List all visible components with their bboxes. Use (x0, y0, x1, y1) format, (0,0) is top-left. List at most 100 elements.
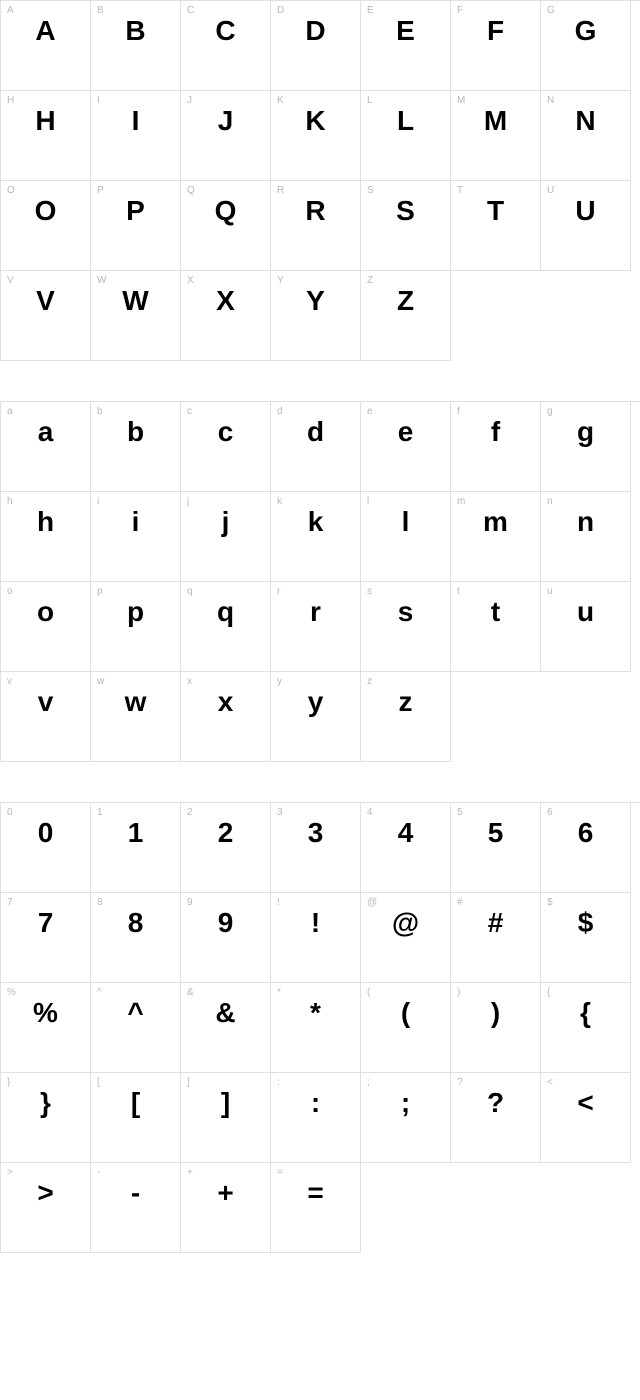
glyph-cell[interactable]: ## (451, 893, 541, 983)
glyph-cell[interactable]: FF (451, 1, 541, 91)
glyph-cell[interactable]: LL (361, 91, 451, 181)
glyph-cell[interactable]: xx (181, 672, 271, 762)
glyph-cell[interactable]: )) (451, 983, 541, 1073)
glyph-cell[interactable]: ww (91, 672, 181, 762)
glyph-cell[interactable]: nn (541, 492, 631, 582)
glyph-cell[interactable]: NN (541, 91, 631, 181)
glyph-cell[interactable]: bb (91, 402, 181, 492)
glyph-cell[interactable]: rr (271, 582, 361, 672)
glyph-cell[interactable]: && (181, 983, 271, 1073)
glyph-cell[interactable]: II (91, 91, 181, 181)
glyph-cell[interactable]: 77 (1, 893, 91, 983)
glyph-cell[interactable]: ?? (451, 1073, 541, 1163)
glyph-cell[interactable]: (( (361, 983, 451, 1073)
glyph-cell[interactable]: ee (361, 402, 451, 492)
glyph-cell[interactable]: AA (1, 1, 91, 91)
glyph-cell[interactable]: ^^ (91, 983, 181, 1073)
glyph-display: : (271, 1081, 360, 1125)
glyph-cell[interactable]: ii (91, 492, 181, 582)
glyph-cell[interactable]: 00 (1, 803, 91, 893)
glyph-cell[interactable]: pp (91, 582, 181, 672)
glyph-display: & (181, 991, 270, 1035)
glyph-cell[interactable]: oo (1, 582, 91, 672)
glyph-cell[interactable]: XX (181, 271, 271, 361)
glyph-cell[interactable]: >> (1, 1163, 91, 1253)
glyph-cell[interactable]: ss (361, 582, 451, 672)
glyph-cell[interactable]: UU (541, 181, 631, 271)
glyph-cell[interactable]: 55 (451, 803, 541, 893)
glyph-cell[interactable]: mm (451, 492, 541, 582)
glyph-display: m (451, 500, 540, 544)
glyph-cell[interactable]: 33 (271, 803, 361, 893)
glyph-cell[interactable]: cc (181, 402, 271, 492)
glyph-cell[interactable]: uu (541, 582, 631, 672)
glyph-display: < (541, 1081, 630, 1125)
glyph-cell[interactable]: ff (451, 402, 541, 492)
glyph-display: 2 (181, 811, 270, 855)
glyph-cell[interactable]: == (271, 1163, 361, 1253)
glyph-display: K (271, 99, 360, 143)
glyph-cell[interactable]: KK (271, 91, 361, 181)
glyph-cell[interactable]: qq (181, 582, 271, 672)
section-lowercase: aabbccddeeffgg hhiijjkkllmmnn ooppqqrrsstt… (0, 401, 640, 762)
glyph-cell[interactable]: {{ (541, 983, 631, 1073)
glyph-display: % (1, 991, 90, 1035)
glyph-cell[interactable]: GG (541, 1, 631, 91)
glyph-cell[interactable]: dd (271, 402, 361, 492)
glyph-cell[interactable]: ll (361, 492, 451, 582)
glyph-cell[interactable]: PP (91, 181, 181, 271)
glyph-cell[interactable]: zz (361, 672, 451, 762)
glyph-cell[interactable]: aa (1, 402, 91, 492)
glyph-cell[interactable]: ;; (361, 1073, 451, 1163)
glyph-cell[interactable]: WW (91, 271, 181, 361)
glyph-cell[interactable]: gg (541, 402, 631, 492)
glyph-cell[interactable]: OO (1, 181, 91, 271)
glyph-cell[interactable]: SS (361, 181, 451, 271)
glyph-cell[interactable]: QQ (181, 181, 271, 271)
glyph-cell[interactable]: kk (271, 492, 361, 582)
glyph-cell[interactable]: :: (271, 1073, 361, 1163)
glyph-cell[interactable]: 88 (91, 893, 181, 983)
glyph-cell[interactable]: MM (451, 91, 541, 181)
glyph-cell[interactable]: 22 (181, 803, 271, 893)
glyph-display: A (1, 9, 90, 53)
glyph-cell[interactable]: YY (271, 271, 361, 361)
glyph-cell[interactable]: hh (1, 492, 91, 582)
glyph-cell[interactable]: 66 (541, 803, 631, 893)
glyph-display: h (1, 500, 90, 544)
glyph-cell[interactable]: @@ (361, 893, 451, 983)
glyph-cell[interactable]: VV (1, 271, 91, 361)
glyph-cell[interactable]: RR (271, 181, 361, 271)
section-digits-symbols: 00112233445566 778899!!@@##$$%%^^&&**(())… (0, 802, 640, 1253)
glyph-cell[interactable]: tt (451, 582, 541, 672)
glyph-cell[interactable]: $$ (541, 893, 631, 983)
glyph-cell[interactable]: -- (91, 1163, 181, 1253)
glyph-cell[interactable]: %% (1, 983, 91, 1073)
glyph-cell[interactable]: TT (451, 181, 541, 271)
glyph-cell[interactable]: !! (271, 893, 361, 983)
glyph-cell[interactable]: << (541, 1073, 631, 1163)
glyph-cell[interactable]: ZZ (361, 271, 451, 361)
glyph-cell[interactable]: ++ (181, 1163, 271, 1253)
glyph-cell[interactable]: ]] (181, 1073, 271, 1163)
glyph-cell[interactable]: vv (1, 672, 91, 762)
glyph-cell[interactable]: BB (91, 1, 181, 91)
glyph-cell[interactable]: yy (271, 672, 361, 762)
glyph-display: L (361, 99, 450, 143)
glyph-cell[interactable]: ** (271, 983, 361, 1073)
glyph-cell[interactable]: 44 (361, 803, 451, 893)
glyph-display: p (91, 590, 180, 634)
glyph-cell[interactable]: 99 (181, 893, 271, 983)
glyph-cell[interactable]: JJ (181, 91, 271, 181)
glyph-cell[interactable]: EE (361, 1, 451, 91)
glyph-cell[interactable]: HH (1, 91, 91, 181)
glyph-display: G (541, 9, 630, 53)
glyph-cell[interactable]: CC (181, 1, 271, 91)
glyph-cell[interactable]: 11 (91, 803, 181, 893)
glyph-display: Y (271, 279, 360, 323)
glyph-cell[interactable]: DD (271, 1, 361, 91)
glyph-cell[interactable]: jj (181, 492, 271, 582)
glyph-cell[interactable]: }} (1, 1073, 91, 1163)
glyph-display: c (181, 410, 270, 454)
glyph-cell[interactable]: [[ (91, 1073, 181, 1163)
